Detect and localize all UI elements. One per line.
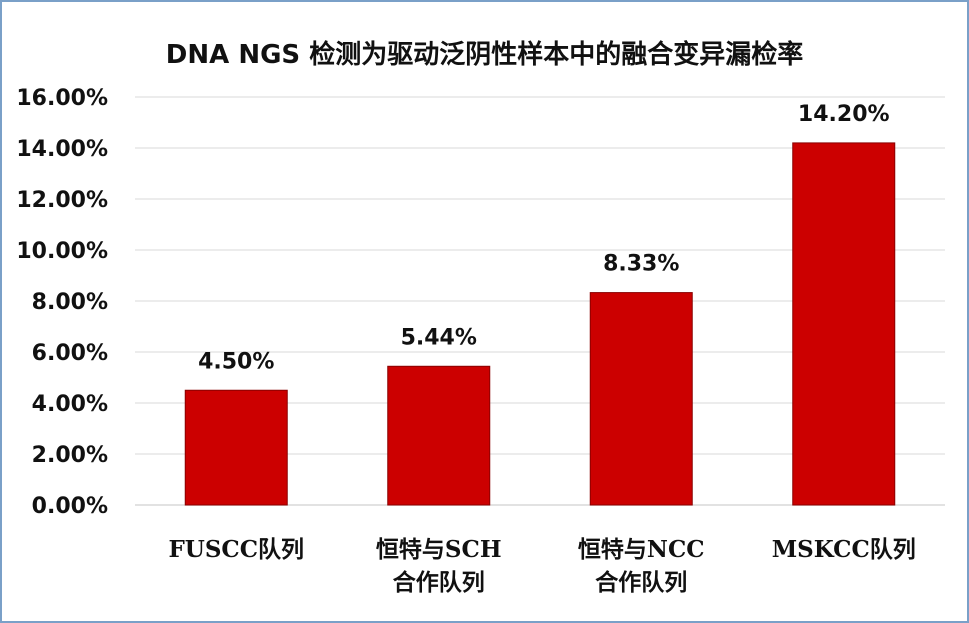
chart-title: DNA NGS 检测为驱动泛阴性样本中的融合变异漏检率	[165, 40, 804, 70]
data-label: 5.44%	[401, 325, 477, 350]
bar	[387, 365, 491, 506]
x-tick-label: 合作队列	[595, 569, 687, 596]
y-tick-label: 2.00%	[32, 443, 108, 468]
x-tick-label: 恒特与NCC	[578, 536, 705, 563]
y-tick-label: 12.00%	[16, 188, 108, 213]
data-label: 14.20%	[798, 102, 890, 127]
y-tick-label: 4.00%	[32, 392, 108, 417]
x-tick-label: FUSCC队列	[168, 536, 304, 563]
y-tick-label: 14.00%	[16, 137, 108, 162]
y-tick-label: 16.00%	[16, 86, 108, 111]
x-tick-label: 合作队列	[393, 569, 485, 596]
data-label: 8.33%	[603, 252, 679, 277]
bar	[792, 142, 896, 506]
x-tick-label: 恒特与SCH	[376, 536, 502, 563]
bar	[589, 292, 693, 506]
y-tick-label: 8.00%	[32, 290, 108, 315]
y-tick-label: 10.00%	[16, 239, 108, 264]
bar	[184, 389, 288, 506]
data-label: 4.50%	[198, 349, 274, 374]
y-tick-label: 6.00%	[32, 341, 108, 366]
x-tick-label: MSKCC队列	[772, 536, 916, 563]
y-tick-label: 0.00%	[32, 494, 108, 519]
